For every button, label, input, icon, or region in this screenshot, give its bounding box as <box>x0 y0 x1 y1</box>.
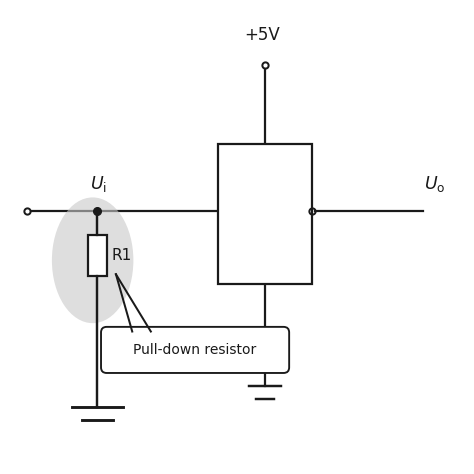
Text: Pull-down resistor: Pull-down resistor <box>134 343 257 357</box>
Ellipse shape <box>52 197 133 323</box>
Text: +5V: +5V <box>245 26 281 44</box>
FancyBboxPatch shape <box>101 327 289 373</box>
Bar <box>219 144 311 283</box>
Bar <box>88 235 107 276</box>
Text: $\it{U}_{\rm i}$: $\it{U}_{\rm i}$ <box>90 173 107 194</box>
Text: R1: R1 <box>112 248 132 263</box>
Text: $\it{U}_{\rm o}$: $\it{U}_{\rm o}$ <box>424 173 446 194</box>
